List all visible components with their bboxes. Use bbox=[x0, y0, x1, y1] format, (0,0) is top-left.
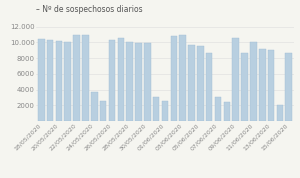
Bar bbox=[47, 40, 53, 121]
Bar bbox=[241, 53, 248, 121]
Bar bbox=[162, 101, 168, 121]
Bar bbox=[38, 39, 45, 121]
Bar bbox=[206, 53, 212, 121]
Bar bbox=[170, 36, 177, 121]
Bar bbox=[232, 38, 239, 121]
Bar bbox=[215, 98, 221, 121]
Bar bbox=[179, 35, 186, 121]
Bar bbox=[82, 35, 89, 121]
Bar bbox=[109, 40, 115, 121]
Bar bbox=[250, 42, 257, 121]
Bar bbox=[285, 53, 292, 121]
Bar bbox=[126, 42, 133, 121]
Bar bbox=[100, 101, 106, 121]
Bar bbox=[259, 49, 266, 121]
Bar bbox=[91, 92, 98, 121]
Text: – Nº de sospechosos diarios: – Nº de sospechosos diarios bbox=[36, 6, 142, 14]
Bar bbox=[197, 46, 204, 121]
Bar bbox=[64, 42, 71, 121]
Bar bbox=[73, 35, 80, 121]
Bar bbox=[188, 45, 195, 121]
Bar bbox=[268, 50, 274, 121]
Bar bbox=[144, 43, 151, 121]
Bar bbox=[224, 102, 230, 121]
Bar bbox=[56, 41, 62, 121]
Bar bbox=[118, 38, 124, 121]
Bar bbox=[153, 97, 160, 121]
Bar bbox=[135, 43, 142, 121]
Bar bbox=[277, 104, 283, 121]
